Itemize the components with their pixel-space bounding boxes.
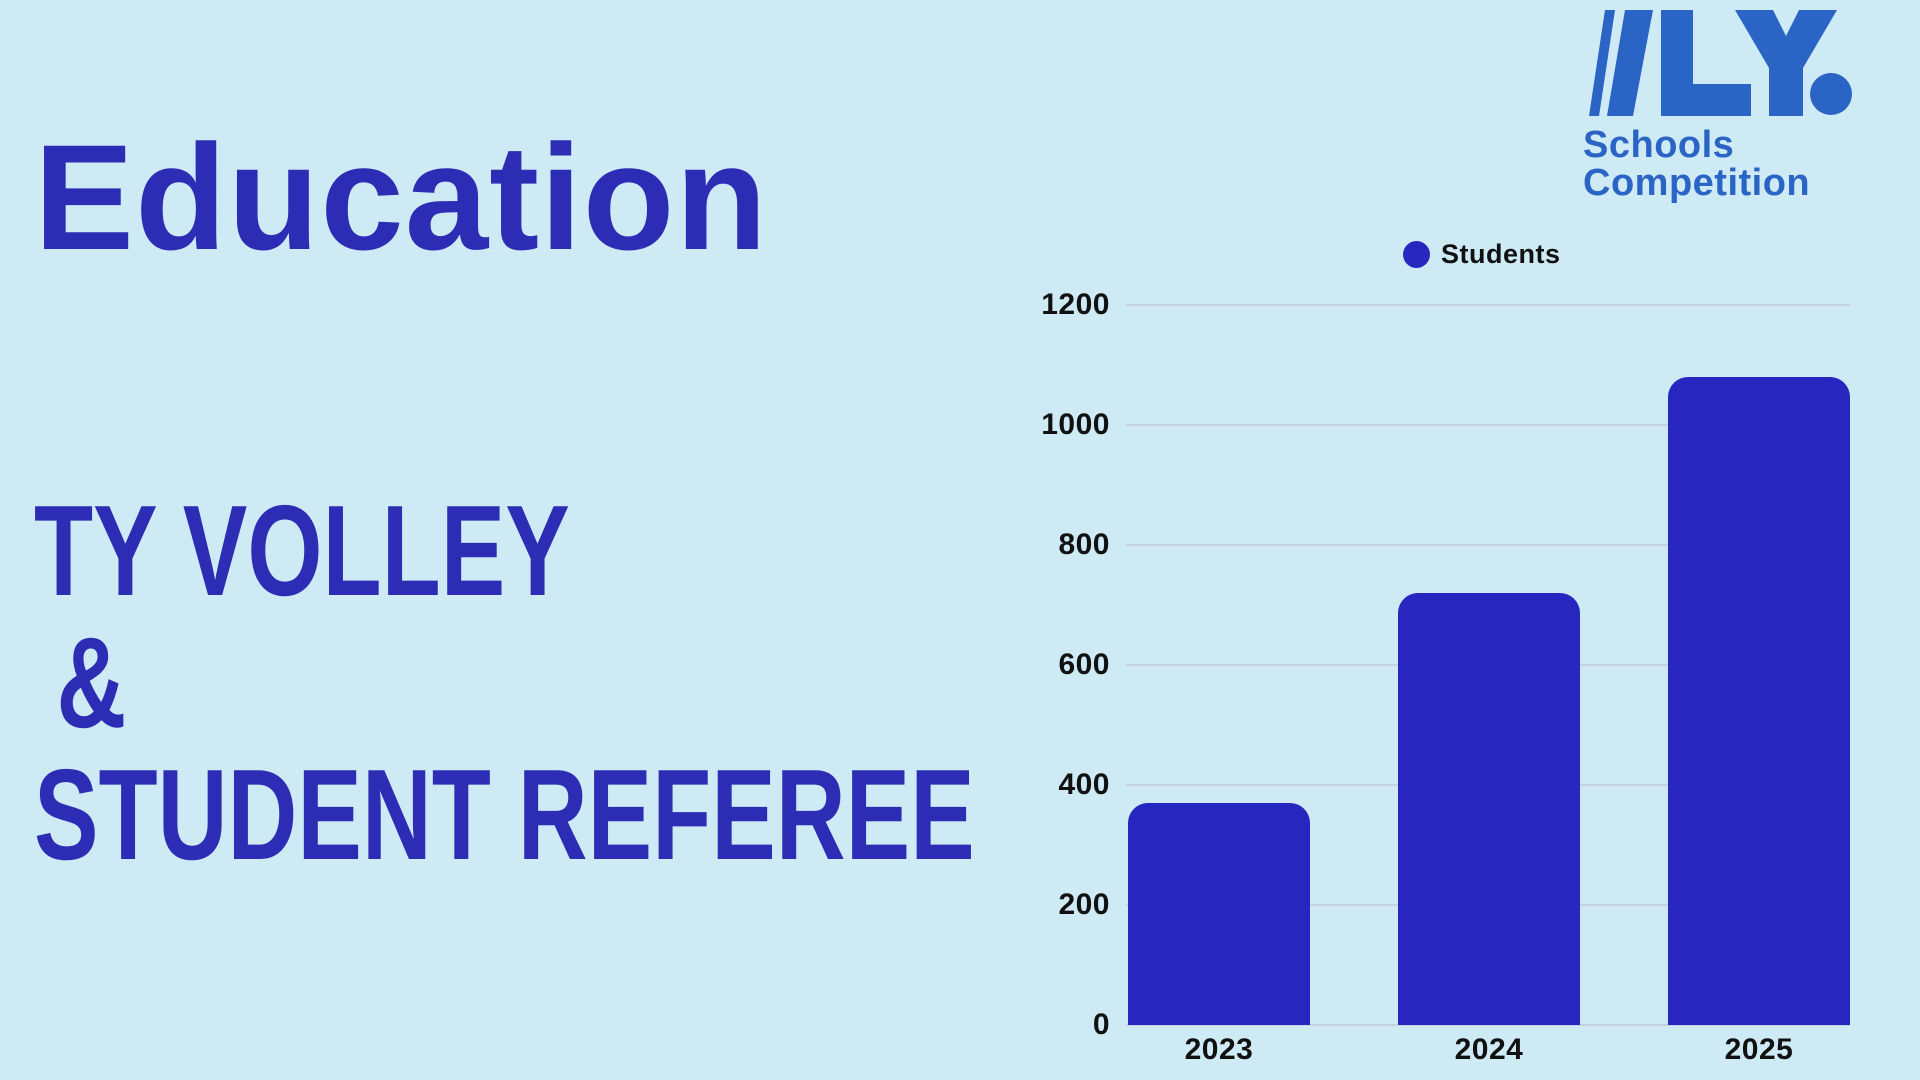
bar-2025 — [1668, 377, 1850, 1025]
heading-line-1: TY VOLLEY — [34, 479, 570, 623]
gridline-800 — [1126, 543, 1850, 546]
x-label-2024: 2024 — [1454, 1033, 1524, 1066]
legend-label: Students — [1441, 239, 1561, 269]
x-label-2023: 2023 — [1184, 1033, 1254, 1066]
logo-wordmark: Schools Competition — [1583, 126, 1810, 202]
gridline-0 — [1126, 1024, 1850, 1026]
logo-line-competition: Competition — [1583, 162, 1811, 204]
y-tick-1000: 1000 — [1041, 407, 1110, 441]
y-tick-200: 200 — [1058, 888, 1110, 921]
chart-legend: Students — [1403, 239, 1561, 270]
gridline-1200 — [1126, 304, 1850, 306]
y-tick-400: 400 — [1058, 767, 1110, 801]
y-tick-0: 0 — [1092, 1008, 1110, 1041]
x-label-2025: 2025 — [1724, 1033, 1794, 1066]
vly-logo-icon — [1589, 10, 1852, 116]
heading-line-2: & — [56, 611, 127, 755]
logo-line-schools: Schools — [1583, 124, 1735, 166]
bar-2024 — [1398, 593, 1580, 1025]
bar-2023 — [1128, 803, 1310, 1025]
slide-heading: TY VOLLEY & STUDENT REFEREE — [34, 485, 975, 881]
chart-plot-area: 0 200 400 600 800 1000 1200 2023 2024 2025 — [1041, 288, 1850, 1066]
x-axis-labels: 2023 2024 2025 — [1128, 1033, 1850, 1067]
y-tick-800: 800 — [1058, 527, 1110, 561]
heading-line-3: STUDENT REFEREE — [34, 743, 975, 887]
page-title: Education — [34, 113, 769, 281]
gridline-1000 — [1126, 423, 1850, 426]
y-tick-1200: 1200 — [1041, 288, 1110, 321]
legend-dot-icon — [1403, 241, 1430, 268]
bars-row — [1128, 305, 1850, 1025]
y-tick-600: 600 — [1058, 648, 1110, 681]
